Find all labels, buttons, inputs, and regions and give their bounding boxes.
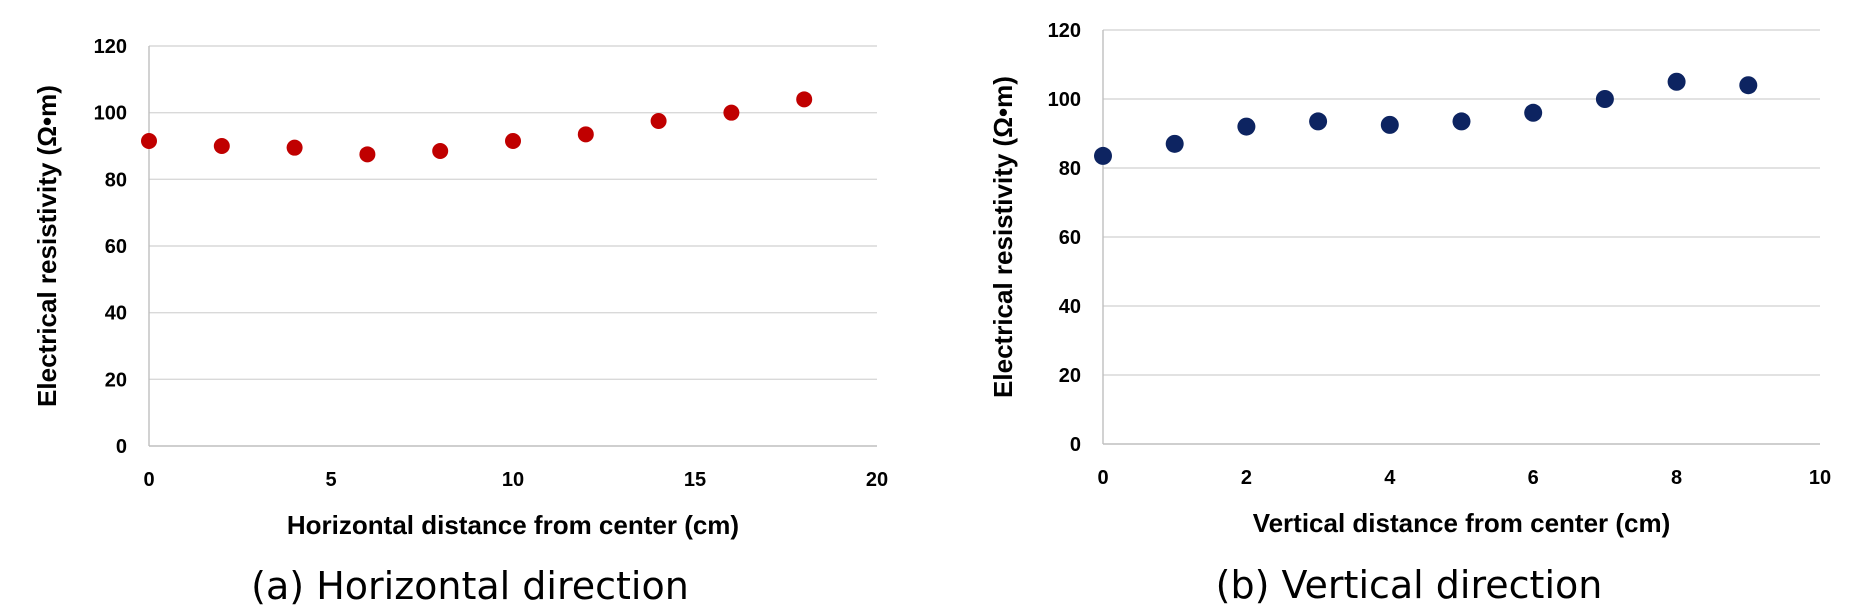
- data-point: [1452, 112, 1471, 131]
- data-point: [1739, 76, 1758, 95]
- data-point: [1237, 117, 1256, 136]
- chart-vertical: 0 20 40 60 80 100 120 0 2 4 6 8 10 Electrical resisti…: [988, 20, 1831, 607]
- data-point: [650, 113, 667, 129]
- x-tick-label: 4: [1384, 467, 1396, 489]
- x-tick-label: 10: [502, 469, 524, 491]
- y-tick-label: 40: [105, 303, 127, 325]
- x-tick-label: 6: [1528, 467, 1539, 489]
- y-tick-label: 60: [1059, 227, 1081, 249]
- x-tick-label: 8: [1671, 467, 1682, 489]
- data-point: [286, 139, 303, 156]
- y-tick-label: 0: [1070, 434, 1081, 456]
- y-axis-title: Electrical resistivity (Ω•m): [32, 85, 62, 407]
- data-point: [359, 146, 376, 163]
- x-tick-label: 15: [684, 469, 706, 491]
- data-point: [213, 138, 230, 154]
- y-tick-label: 100: [1048, 89, 1081, 111]
- y-tick-label: 20: [105, 369, 127, 391]
- x-axis-title: Vertical distance from center (cm): [1253, 508, 1671, 538]
- x-tick-label: 0: [1097, 467, 1108, 489]
- data-point: [141, 133, 157, 149]
- x-tick-label: 10: [1809, 467, 1831, 489]
- chart-caption: (a) Horizontal direction: [251, 564, 689, 608]
- y-axis-title: Electrical resistivity (Ω•m): [988, 76, 1018, 398]
- data-point: [1309, 112, 1328, 131]
- y-tick-label: 40: [1059, 296, 1081, 318]
- data-point: [1165, 134, 1184, 153]
- data-point: [1667, 72, 1686, 91]
- x-tick-label: 20: [866, 469, 888, 491]
- data-point: [432, 143, 449, 159]
- data-point: [723, 104, 740, 121]
- x-tick-label: 2: [1241, 467, 1252, 489]
- x-tick-label: 0: [143, 469, 154, 491]
- y-tick-label: 120: [94, 36, 127, 58]
- y-tick-label: 20: [1059, 365, 1081, 387]
- data-point: [505, 133, 521, 149]
- x-tick-label: 5: [325, 469, 336, 491]
- y-tick-label: 80: [1059, 158, 1081, 180]
- y-tick-label: 60: [105, 236, 127, 258]
- y-tick-label: 120: [1048, 20, 1081, 42]
- data-point: [1595, 90, 1614, 108]
- x-axis-title: Horizontal distance from center (cm): [287, 510, 739, 540]
- y-tick-label: 0: [116, 436, 127, 458]
- data-point: [577, 126, 594, 143]
- data-point: [1094, 146, 1112, 165]
- chart-caption: (b) Vertical direction: [1216, 563, 1603, 607]
- y-tick-label: 100: [94, 103, 127, 125]
- data-point: [796, 91, 813, 108]
- data-point: [1380, 115, 1399, 134]
- data-point: [1524, 103, 1543, 122]
- y-tick-label: 80: [105, 169, 127, 191]
- chart-horizontal: 0 20 40 60 80 100 120 0 5 10 15 20 Electrical resist…: [32, 36, 888, 608]
